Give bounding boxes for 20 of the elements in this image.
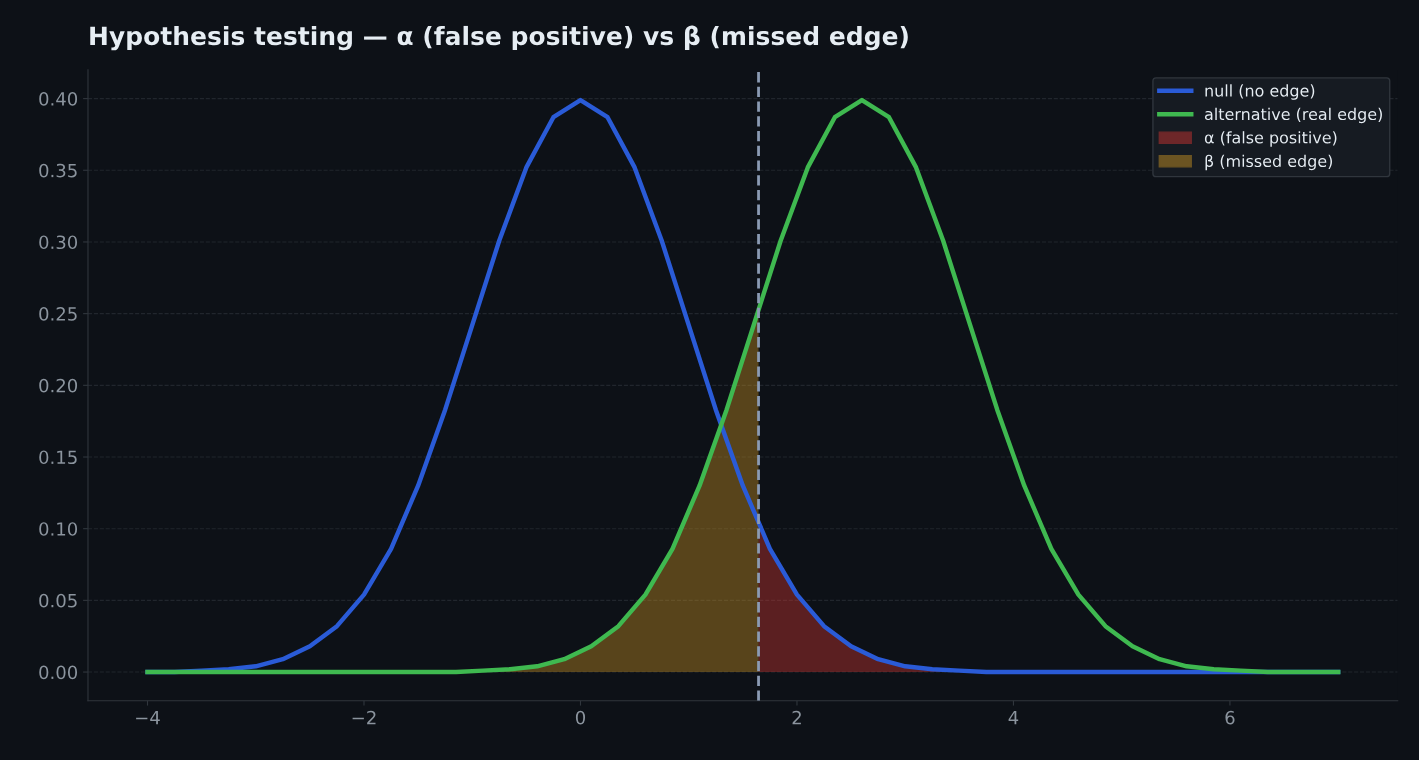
legend-label: null (no edge) [1205, 84, 1315, 100]
y-tick-label: 0.40 [39, 92, 78, 106]
y-tick-label: 0.25 [39, 307, 77, 321]
x-tick-label: −4 [136, 711, 160, 725]
legend-label: β (missed edge) [1205, 154, 1333, 171]
x-tick-label: 4 [1008, 711, 1019, 725]
legend-label: α (false positive) [1204, 131, 1337, 147]
y-tick-label: 0.00 [39, 665, 78, 680]
chart-title: Hypothesis testing — α (false positive) vs β (missed edge) [90, 25, 908, 51]
y-tick-label: 0.30 [39, 235, 78, 250]
x-tick-label: 6 [1225, 710, 1235, 725]
y-tick-label: 0.10 [39, 522, 78, 536]
y-tick-label: 0.05 [39, 593, 77, 608]
x-tick-label: 2 [792, 710, 801, 725]
x-tick-label: 0 [575, 710, 586, 725]
legend-label: alternative (real edge) [1205, 107, 1382, 124]
y-tick-label: 0.20 [39, 378, 78, 393]
x-tick-label: −2 [352, 710, 376, 725]
y-tick-label: 0.15 [39, 450, 77, 465]
y-tick-label: 0.35 [39, 163, 77, 178]
